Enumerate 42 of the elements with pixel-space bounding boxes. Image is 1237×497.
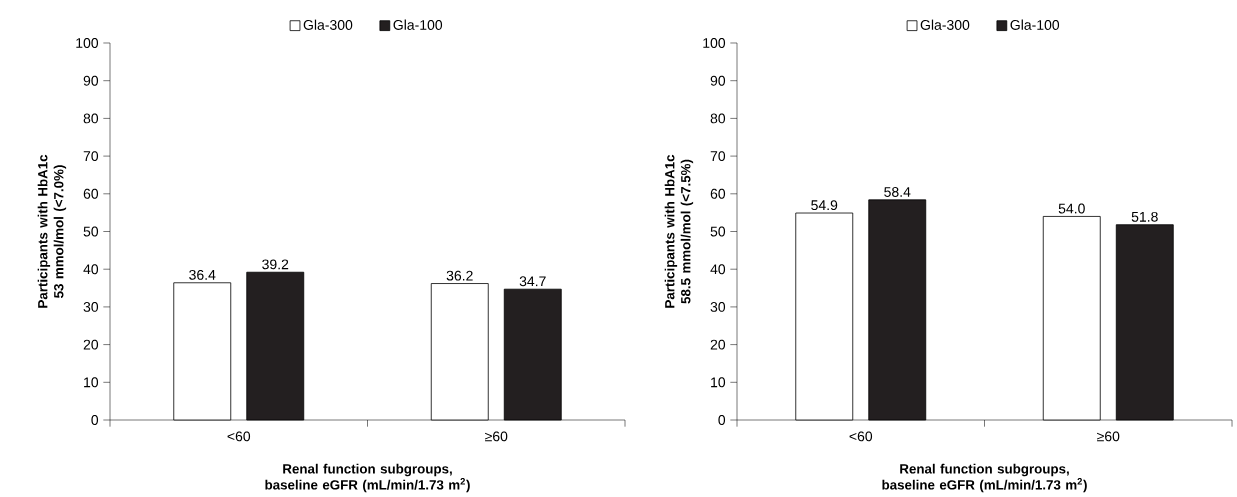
data-label: 54.9 [811, 200, 838, 211]
y-tick-label: 90 [710, 75, 726, 86]
x-tick-label: ≥60 [485, 431, 508, 442]
data-label: 58.4 [884, 187, 911, 198]
y-tick-label: 70 [83, 151, 99, 162]
x-tick-label: ≥60 [1097, 431, 1120, 442]
y-tick-label: 0 [718, 415, 726, 426]
y-tick-label: 60 [710, 189, 726, 199]
y-tick-label: 40 [710, 264, 726, 275]
y-tick-label: 30 [710, 302, 726, 313]
legend-label: Gla-100 [1010, 19, 1060, 31]
y-axis-title: Participants with HbA1c 53 mmol/mol (<7.0%) [37, 155, 67, 308]
data-label: 36.4 [189, 270, 216, 281]
data-label: 51.8 [1131, 212, 1158, 222]
y-axis-title: Participants with HbA1c 58.5 mmol/mol (<7.5%) [664, 155, 694, 308]
y-tick-label: 10 [711, 377, 726, 388]
y-tick-label: 50 [83, 226, 99, 237]
y-tick-label: 80 [83, 113, 99, 124]
y-tick-label: 0 [91, 415, 99, 426]
y-tick-label: 60 [83, 189, 99, 199]
x-tick-label: <60 [849, 431, 873, 442]
legend-label: Gla-300 [303, 19, 353, 31]
data-label: 39.2 [262, 259, 289, 270]
x-tick-label: <60 [227, 431, 251, 442]
legend-label: Gla-300 [920, 19, 970, 31]
y-tick-label: 100 [76, 38, 99, 49]
legend-label: Gla-100 [393, 19, 443, 31]
data-label: 54.0 [1058, 203, 1085, 214]
x-axis-title: Renal function subgroups, baseline eGFR (mL/min/1.73 m$^{2}$) [265, 463, 470, 493]
y-tick-label: 90 [83, 75, 99, 86]
y-tick-label: 10 [84, 377, 99, 388]
y-tick-label: 20 [710, 339, 726, 350]
data-label: 36.2 [446, 270, 473, 281]
data-label: 34.7 [519, 276, 546, 287]
y-tick-label: 70 [710, 151, 726, 162]
y-tick-label: 20 [83, 339, 99, 350]
y-tick-label: 40 [83, 264, 99, 275]
x-axis-title: Renal function subgroups, baseline eGFR (mL/min/1.73 m$^{2}$) [882, 463, 1087, 493]
y-tick-label: 30 [83, 302, 99, 313]
y-tick-label: 80 [710, 113, 726, 124]
y-tick-label: 100 [703, 38, 726, 49]
y-tick-label: 50 [710, 226, 726, 237]
